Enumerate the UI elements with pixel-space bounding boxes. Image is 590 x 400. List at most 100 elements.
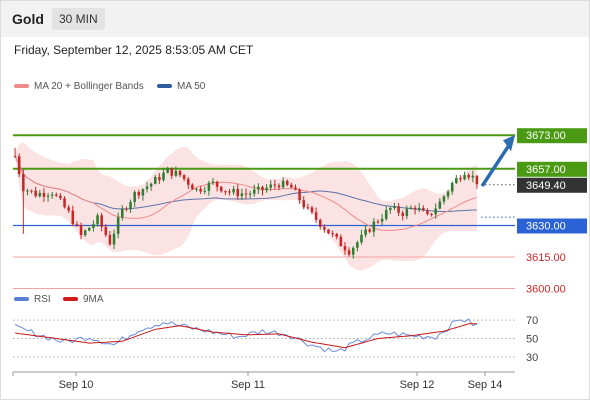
- x-tick-label: Sep 12: [400, 379, 435, 391]
- candle-body: [446, 191, 450, 197]
- level-label: 3649.40: [526, 180, 566, 192]
- candle-body: [368, 229, 371, 232]
- candle-body: [191, 184, 194, 190]
- header-bar: Gold 30 MIN: [1, 1, 589, 37]
- legend-ma20-bollinger: MA 20 + Bollinger Bands: [14, 81, 144, 92]
- candle-body: [116, 217, 120, 234]
- candle-body: [442, 196, 446, 202]
- candle-body: [389, 207, 392, 210]
- candle-body: [310, 207, 314, 213]
- legend-rsi: RSI: [14, 294, 51, 305]
- candle-body: [83, 230, 87, 236]
- legend-swatch: [157, 84, 172, 89]
- level-label: 3657.00: [526, 164, 566, 176]
- level-label: 3630.00: [526, 221, 566, 233]
- level-label: 3600.00: [526, 284, 566, 296]
- candle-body: [430, 213, 433, 215]
- x-tick-label: Sep 14: [468, 379, 503, 391]
- candle-body: [376, 221, 380, 223]
- legend-rsi-9ma: 9MA: [63, 294, 104, 305]
- candle-body: [129, 201, 132, 210]
- candle-body: [170, 168, 174, 176]
- candle-body: [294, 187, 297, 190]
- candle-body: [22, 174, 25, 192]
- candle-body: [323, 226, 326, 230]
- candle-body: [327, 229, 330, 234]
- candle-body: [71, 210, 75, 225]
- candle-body: [380, 218, 384, 222]
- candle-body: [364, 229, 367, 235]
- candle-body: [34, 190, 37, 197]
- legend-swatch: [14, 84, 29, 89]
- candle-body: [38, 192, 42, 197]
- candle-body: [55, 194, 58, 196]
- candle-body: [182, 175, 186, 179]
- candle-body: [273, 184, 277, 186]
- candle-body: [178, 170, 182, 176]
- candle-body: [203, 190, 207, 192]
- candle-body: [335, 233, 339, 237]
- candle-body: [422, 207, 425, 211]
- candle-body: [236, 189, 240, 197]
- timeframe-badge[interactable]: 30 MIN: [52, 8, 105, 30]
- candle-body: [450, 182, 454, 192]
- candle-body: [141, 189, 145, 196]
- candle-body: [228, 191, 231, 193]
- candle-body: [347, 250, 351, 255]
- candle-body: [290, 184, 293, 188]
- candle-body: [269, 184, 273, 188]
- candle-body: [63, 198, 66, 208]
- candle-body: [277, 185, 281, 188]
- candle-body: [112, 233, 116, 245]
- candle-body: [46, 195, 50, 197]
- candle-body: [137, 192, 141, 196]
- candle-body: [199, 188, 202, 192]
- candle-body: [26, 190, 29, 192]
- candle-body: [463, 175, 466, 180]
- candle-body: [471, 175, 475, 178]
- candle-body: [30, 190, 33, 192]
- candle-body: [207, 183, 211, 191]
- candle-body: [100, 215, 103, 227]
- candle-body: [186, 178, 190, 185]
- candle-body: [434, 208, 437, 215]
- candle-body: [240, 193, 244, 197]
- candle-body: [351, 247, 355, 255]
- rsi-level-label: 70: [526, 315, 538, 327]
- candle-body: [455, 177, 458, 183]
- candle-body: [59, 195, 62, 199]
- x-tick-label: Sep 11: [231, 379, 265, 391]
- candle-body: [166, 168, 169, 173]
- candle-body: [314, 212, 318, 220]
- candle-body: [42, 192, 46, 197]
- candle-body: [158, 177, 161, 181]
- legend-swatch: [14, 297, 29, 302]
- candle-body: [162, 172, 165, 181]
- ma20-line: [14, 156, 478, 231]
- candle-body: [195, 188, 198, 190]
- candle-body: [248, 193, 252, 195]
- candle-body: [211, 181, 215, 184]
- candle-body: [88, 228, 91, 231]
- candle-body: [306, 207, 310, 209]
- candle-body: [108, 235, 112, 245]
- candle-body: [244, 193, 248, 195]
- candle-body: [405, 208, 409, 217]
- level-label-box: [517, 177, 587, 193]
- x-tick-label: Sep 10: [59, 379, 94, 391]
- candle-body: [356, 242, 359, 248]
- candle-body: [426, 210, 429, 214]
- candle-body: [417, 207, 421, 210]
- rsi-level-label: 30: [526, 352, 538, 364]
- candle-body: [413, 207, 417, 210]
- candle-body: [343, 246, 347, 251]
- candle-body: [13, 156, 17, 158]
- candle-body: [285, 180, 289, 185]
- candle-body: [215, 181, 219, 187]
- rsi-line: [14, 318, 478, 353]
- legend-swatch: [63, 297, 78, 302]
- candle-body: [17, 156, 21, 175]
- candle-body: [174, 170, 178, 176]
